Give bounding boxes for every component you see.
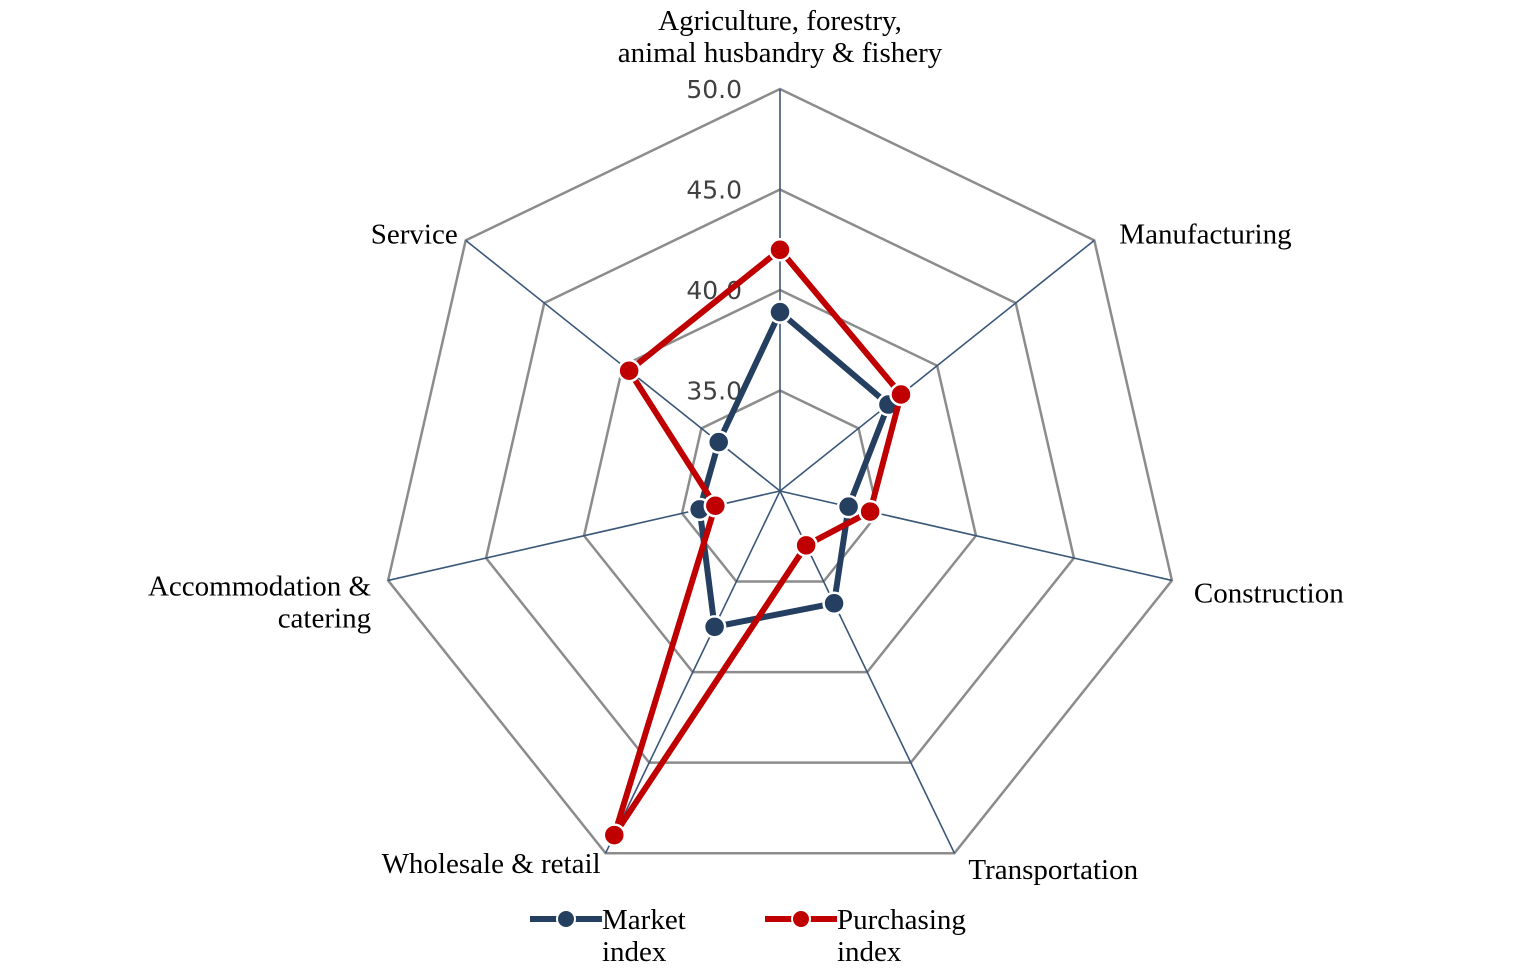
legend-marker-1 — [791, 909, 811, 929]
category-label: Manufacturing — [1119, 218, 1291, 250]
data-point-1-6 — [617, 358, 641, 383]
data-point-0-0 — [768, 300, 792, 324]
series-line-0 — [696, 307, 893, 631]
radial-tick-labels: 35.040.045.050.0 — [686, 75, 742, 406]
data-point-1-0 — [768, 238, 792, 262]
data-point-1-5 — [703, 494, 728, 518]
data-point-0-2 — [836, 494, 861, 519]
category-label: catering — [278, 602, 371, 634]
data-point-1-1 — [889, 382, 913, 407]
category-label: animal husbandry & fishery — [618, 37, 943, 69]
legend-label: Purchasing — [837, 904, 966, 936]
category-labels: Agriculture, forestry,animal husbandry &… — [148, 5, 1344, 886]
axis-spoke-4 — [604, 490, 781, 854]
axis-spoke-1 — [779, 239, 1095, 492]
data-point-1-4 — [602, 823, 627, 847]
category-label: Construction — [1194, 577, 1344, 609]
category-label: Wholesale & retail — [382, 848, 601, 880]
data-point-0-6 — [706, 430, 731, 454]
radar-series — [602, 238, 913, 847]
tick-label: 45.0 — [686, 176, 742, 205]
data-point-0-3 — [822, 591, 846, 616]
legend-label: index — [837, 936, 902, 968]
grid-ring-2 — [484, 188, 1076, 764]
legend-label: index — [602, 936, 667, 968]
grid-ring-1 — [582, 288, 978, 674]
category-label: Service — [371, 218, 458, 250]
data-point-0-4 — [702, 615, 727, 639]
category-label: Agriculture, forestry, — [658, 5, 902, 37]
grid-ring-3 — [386, 87, 1174, 855]
legend-marker-0 — [556, 909, 576, 929]
tick-label: 35.0 — [686, 377, 742, 406]
series-line-1 — [611, 245, 905, 837]
legend-label: Market — [602, 904, 686, 936]
category-label: Transportation — [968, 854, 1138, 886]
data-point-1-2 — [858, 499, 882, 524]
category-label: Accommodation & — [148, 570, 372, 602]
data-point-1-3 — [794, 533, 818, 558]
tick-label: 50.0 — [686, 75, 742, 104]
